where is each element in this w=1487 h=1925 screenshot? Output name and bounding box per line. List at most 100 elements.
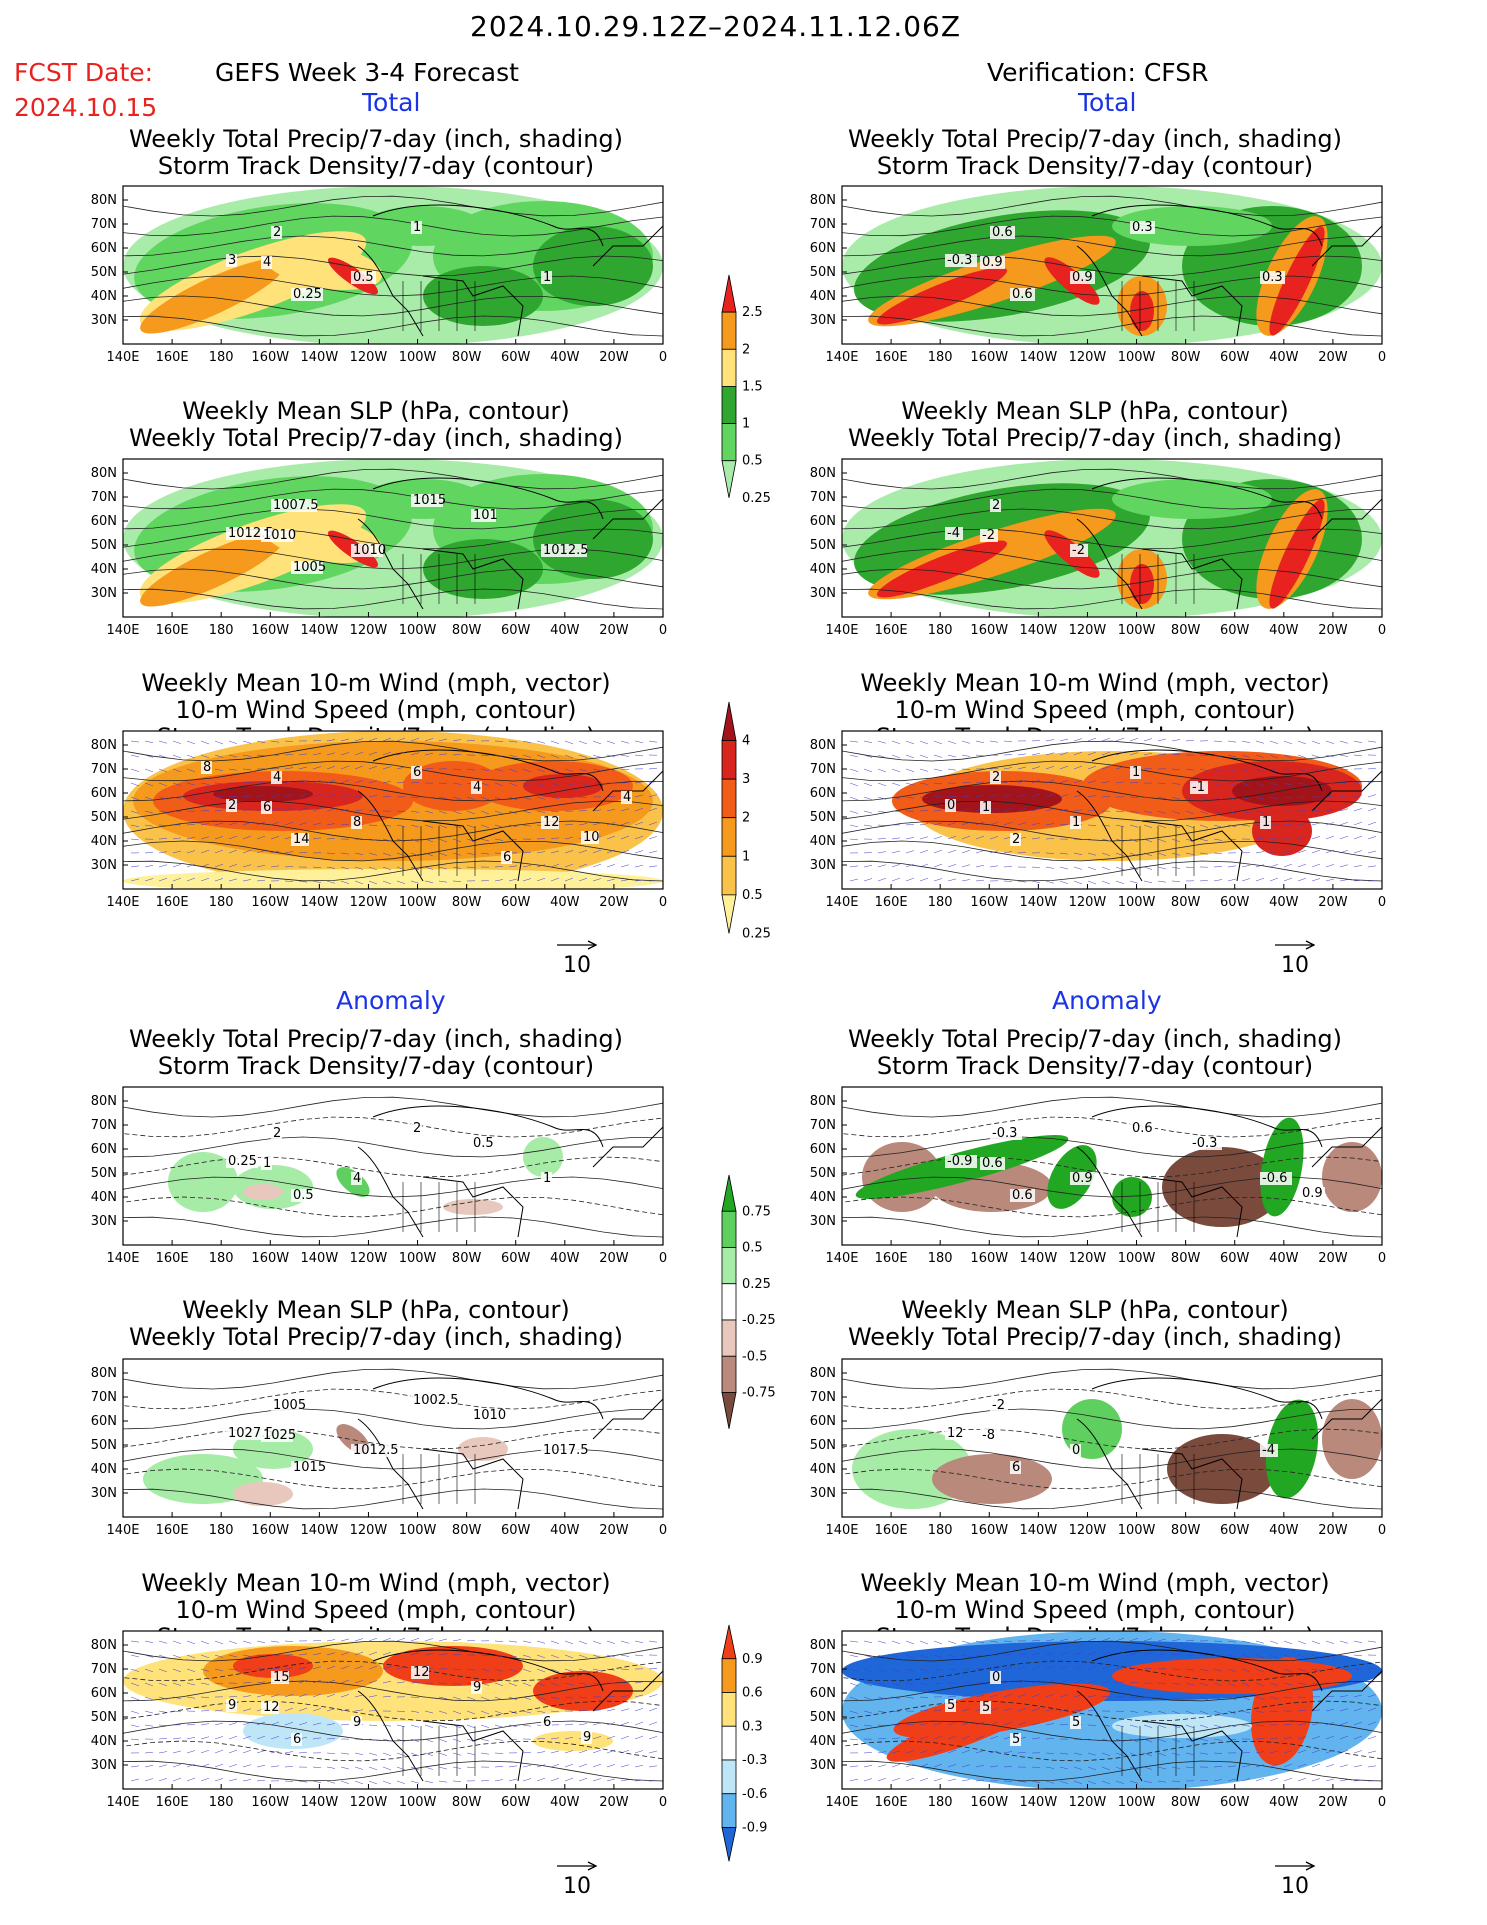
wind-vector [1213,824,1223,828]
wind-vector [522,1724,532,1727]
wind-vector [1101,1724,1111,1727]
wind-vector [536,768,546,773]
wind-vector [1339,795,1349,798]
lat-tick-label: 80N [91,1094,117,1109]
lat-tick-label: 60N [810,241,836,256]
lat-tick-label: 40N [810,1190,836,1205]
lon-tick-label: 160E [875,1523,908,1538]
lat-tick-label: 40N [91,834,117,849]
contour-label: 1 [543,1171,551,1186]
lon-tick-label: 180 [209,895,234,910]
wind-vector [606,1764,616,1768]
wind-vector [1353,850,1363,854]
wind-vector [1171,782,1181,785]
wind-vector [1087,1752,1097,1756]
wind-vector [891,1668,901,1673]
wind-vector [1003,851,1013,854]
wind-vector [1255,838,1265,840]
wind-vector [1227,1724,1237,1728]
contour-label: -1 [1192,780,1205,795]
lon-tick-label: 100W [399,623,437,638]
wind-vector [877,796,887,800]
wind-vector [1255,1668,1265,1673]
contour-label: 6 [1012,1460,1020,1475]
contour-line [123,528,663,550]
lon-tick-label: 140E [106,1251,139,1266]
lon-tick-label: 160W [970,1795,1008,1810]
wind-vector [522,754,532,758]
wind-vector [961,1749,971,1754]
wind-vector [1227,810,1237,814]
wind-vector [1269,1640,1279,1644]
wind-vector [144,1724,154,1727]
wind-vector [1059,1665,1069,1670]
contour-line [123,1488,663,1510]
wind-vector [1087,1695,1097,1698]
lon-tick-label: 20W [1318,350,1348,365]
lat-tick-label: 30N [810,1486,836,1501]
wind-vector [961,1721,971,1726]
wind-vector [200,877,210,882]
wind-vector [130,824,140,828]
wind-vector [1227,740,1237,743]
lat-tick-label: 30N [810,1758,836,1773]
lon-tick-label: 160E [875,1795,908,1810]
wind-vector [1059,738,1069,742]
wind-vector [480,1724,490,1728]
wind-vector [158,824,168,826]
wind-vector [961,835,971,840]
wind-vector [1003,740,1013,742]
wind-vector [508,1710,518,1714]
wind-vector [354,1709,364,1712]
wind-vector [536,1738,546,1740]
wind-vector [975,1640,985,1644]
wind-vector [130,1778,140,1782]
wind-vector [242,808,252,812]
wind-vector [989,1721,999,1726]
wind-vector [1185,1696,1195,1700]
lon-tick-label: 180 [209,350,234,365]
wind-vector [200,823,210,826]
lon-tick-label: 120W [350,350,388,365]
wind-vector [961,1668,971,1670]
wind-vector [877,810,887,813]
contour-line [842,315,1382,337]
wind-vector [326,793,336,798]
wind-vector [1129,1710,1139,1713]
wind-vector [606,1708,616,1712]
wind-vector [891,864,901,868]
wind-vector [1311,809,1321,812]
wind-vector [1241,1640,1251,1644]
lon-tick-label: 160W [970,1523,1008,1538]
wind-vector [522,878,532,882]
wind-vector [1157,1752,1167,1756]
wind-vector [1185,1724,1195,1729]
wind-vector [508,782,518,787]
total-label-right: Total [1078,88,1137,117]
wind-vector [186,1654,196,1659]
wind-vector [961,1764,971,1768]
wind-vector [592,849,602,854]
lon-tick-label: 140E [825,1523,858,1538]
wind-vector [1311,768,1321,772]
wind-vector [508,1696,518,1701]
wind-vector [849,782,859,787]
wind-vector [1213,1724,1223,1728]
wind-vector [1227,768,1237,772]
wind-vector [508,1640,518,1643]
wind-vector [312,880,322,884]
wind-vector [424,767,434,770]
wind-vector [326,838,336,840]
wind-vector [214,809,224,812]
wind-vector [130,1765,140,1768]
wind-vector [242,1640,252,1644]
wind-vector [1115,880,1125,884]
wind-vector [1087,838,1097,841]
wind-vector [312,1679,322,1684]
wind-vector [905,796,915,799]
lat-tick-label: 70N [91,1662,117,1677]
wind-vector [326,1723,336,1726]
wind-vector [933,1654,943,1658]
wind-vector [1353,754,1363,757]
